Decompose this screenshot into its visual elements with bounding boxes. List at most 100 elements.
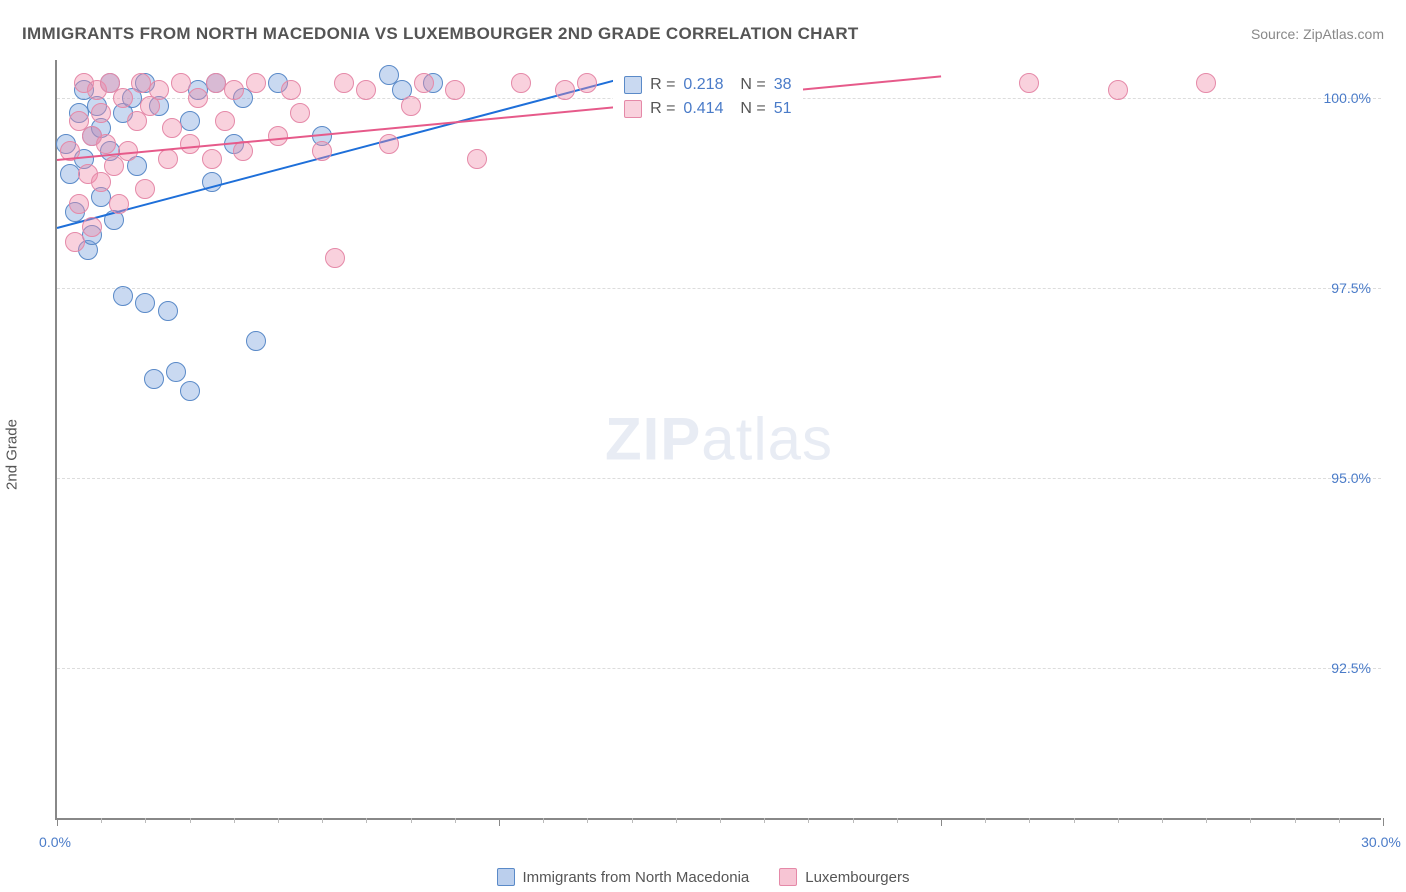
data-point [144,369,164,389]
x-tick-minor [764,818,765,823]
x-tick-minor [455,818,456,823]
gridline [57,668,1381,669]
source-link[interactable]: ZipAtlas.com [1303,26,1384,42]
x-tick-minor [1118,818,1119,823]
data-point [109,194,129,214]
stat-r-value: 0.414 [683,100,723,118]
legend-swatch [779,868,797,886]
stat-n-label: N = [731,100,765,118]
data-point [312,141,332,161]
stat-r-value: 0.218 [683,76,723,94]
y-tick-label: 95.0% [1331,470,1371,486]
x-tick-minor [985,818,986,823]
x-tick-minor [543,818,544,823]
x-tick-minor [897,818,898,823]
x-tick-minor [1162,818,1163,823]
data-point [69,194,89,214]
data-point [445,80,465,100]
data-point [246,331,266,351]
x-tick-minor [145,818,146,823]
series-swatch [624,76,642,94]
legend-swatch [497,868,515,886]
data-point [215,111,235,131]
legend-item: Luxembourgers [779,868,909,886]
x-tick-minor [808,818,809,823]
x-tick-minor [1250,818,1251,823]
data-point [96,134,116,154]
y-tick-label: 92.5% [1331,660,1371,676]
data-point [91,103,111,123]
x-tick-minor [1029,818,1030,823]
data-point [166,362,186,382]
data-point [290,103,310,123]
stat-row: R =0.218 N =38 [624,73,791,97]
data-point [180,381,200,401]
data-point [511,73,531,93]
y-tick-label: 100.0% [1324,90,1371,106]
data-point [555,80,575,100]
data-point [467,149,487,169]
x-tick-minor [366,818,367,823]
data-point [268,126,288,146]
gridline [57,288,1381,289]
data-point [1196,73,1216,93]
data-point [171,73,191,93]
legend-label: Luxembourgers [805,869,909,886]
x-tick-minor [1074,818,1075,823]
stat-n-value: 38 [774,76,792,94]
gridline [57,478,1381,479]
data-point [233,141,253,161]
data-point [401,96,421,116]
legend: Immigrants from North Macedonia Luxembour… [0,868,1406,886]
x-tick-minor [234,818,235,823]
x-tick-minor [676,818,677,823]
data-point [224,80,244,100]
x-tick-minor [632,818,633,823]
data-point [135,179,155,199]
x-tick-minor [1339,818,1340,823]
stat-r-label: R = [650,100,675,118]
data-point [379,134,399,154]
data-point [82,217,102,237]
x-tick-major [941,818,942,826]
data-point [149,80,169,100]
x-tick-label: 0.0% [39,834,71,850]
data-point [325,248,345,268]
source-attribution: Source: ZipAtlas.com [1251,26,1384,42]
legend-label: Immigrants from North Macedonia [523,869,750,886]
x-tick-major [499,818,500,826]
data-point [1108,80,1128,100]
x-tick-minor [1295,818,1296,823]
chart-title: IMMIGRANTS FROM NORTH MACEDONIA VS LUXEM… [22,24,859,44]
data-point [180,134,200,154]
data-point [158,149,178,169]
x-tick-major [57,818,58,826]
data-point [281,80,301,100]
stat-row: R = 0.414 N = 51 [624,97,791,121]
scatter-plot-area: ZIPatlas 92.5% 95.0% 97.5% 100.0% R = 0.218 N… [55,60,1381,820]
x-tick-minor [853,818,854,823]
x-tick-minor [190,818,191,823]
x-tick-minor [101,818,102,823]
source-prefix: Source: [1251,26,1303,42]
legend-item: Immigrants from North Macedonia [497,868,750,886]
data-point [113,286,133,306]
y-axis-label: 2nd Grade [4,419,21,490]
data-point [334,73,354,93]
data-point [202,149,222,169]
data-point [1019,73,1039,93]
watermark-bold: ZIP [605,406,701,473]
data-point [162,118,182,138]
correlation-stats-box: R = 0.218 N = 38 R = 0.414 N = 51 [613,68,802,126]
data-point [135,293,155,313]
data-point [188,88,208,108]
data-point [158,301,178,321]
x-tick-minor [587,818,588,823]
stat-r-label: R = [650,76,675,94]
watermark: ZIPatlas [605,405,833,474]
x-tick-minor [720,818,721,823]
stat-n-value: 51 [774,100,792,118]
y-tick-label: 97.5% [1331,280,1371,296]
x-tick-minor [1206,818,1207,823]
series-swatch [624,100,642,118]
